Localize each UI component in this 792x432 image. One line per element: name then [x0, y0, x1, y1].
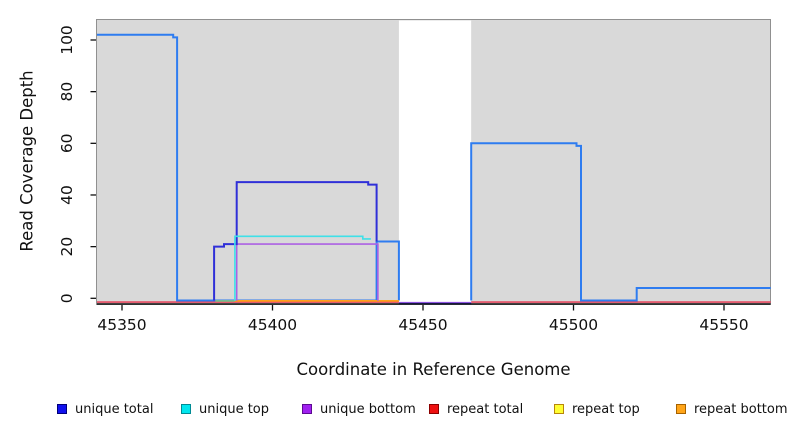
legend-label: repeat total	[447, 401, 524, 417]
x-tick-label: 45450	[398, 316, 447, 334]
legend-label: unique top	[199, 401, 270, 417]
y-tick-label: 40	[58, 185, 76, 205]
x-tick-label: 45350	[97, 316, 146, 334]
legend-item-unique-bottom: unique bottom	[302, 398, 416, 420]
legend: unique total unique top unique bottom repea…	[0, 398, 792, 424]
legend-item-repeat-total: repeat total	[429, 398, 523, 420]
y-axis-title: Read Coverage Depth	[17, 70, 37, 252]
legend-swatch	[676, 404, 686, 414]
y-tick-label: 80	[58, 82, 76, 102]
legend-label: repeat top	[572, 401, 640, 417]
x-tick-label: 45500	[549, 316, 598, 334]
legend-label: unique total	[75, 401, 154, 417]
x-tick-label: 45400	[248, 316, 297, 334]
y-tick-label: 20	[58, 237, 76, 257]
y-tick-label: 0	[58, 293, 76, 303]
legend-label: unique bottom	[320, 401, 416, 417]
legend-swatch	[302, 404, 312, 414]
legend-swatch	[554, 404, 564, 414]
x-tick-label: 45550	[699, 316, 748, 334]
legend-swatch	[429, 404, 439, 414]
legend-item-unique-top: unique top	[181, 398, 269, 420]
y-tick-label: 100	[58, 25, 76, 55]
y-tick-label: 60	[58, 133, 76, 153]
plot-area	[96, 19, 771, 305]
x-axis-title: Coordinate in Reference Genome	[296, 360, 571, 379]
legend-swatch	[181, 404, 191, 414]
legend-swatch	[57, 404, 67, 414]
legend-label: repeat bottom	[694, 401, 788, 417]
legend-item-repeat-bottom: repeat bottom	[676, 398, 788, 420]
legend-item-repeat-top: repeat top	[554, 398, 640, 420]
legend-item-unique-total: unique total	[57, 398, 153, 420]
